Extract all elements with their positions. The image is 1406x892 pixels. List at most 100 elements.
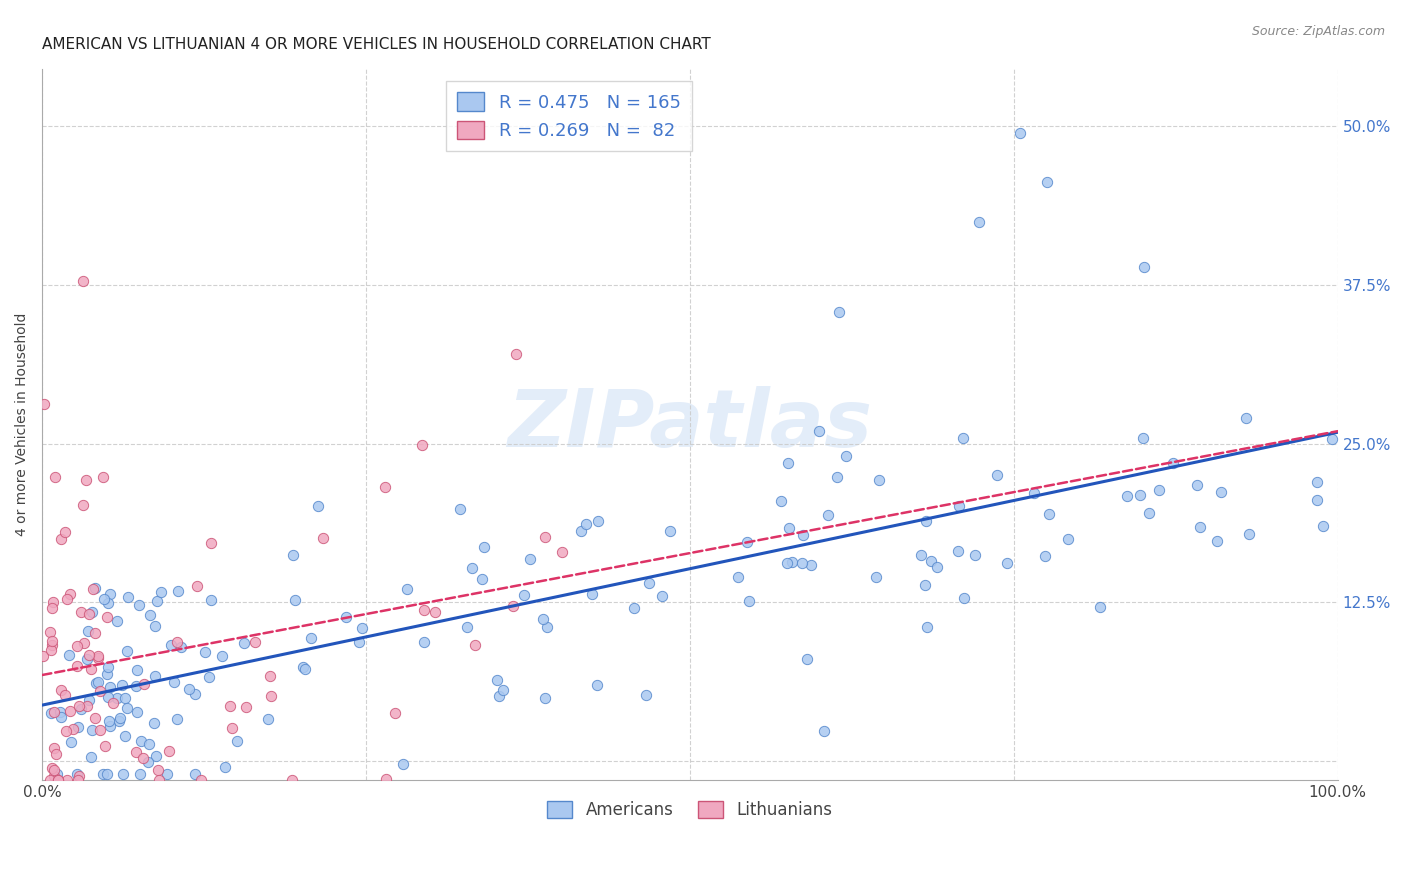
Point xyxy=(214,760,236,774)
Point xyxy=(948,499,970,513)
Point xyxy=(115,644,138,658)
Point xyxy=(986,467,1008,482)
Point xyxy=(79,648,101,662)
Point xyxy=(86,648,108,663)
Point xyxy=(108,711,131,725)
Point xyxy=(166,712,188,726)
Point xyxy=(167,584,190,599)
Point xyxy=(72,498,94,512)
Point xyxy=(67,698,90,713)
Point xyxy=(792,527,814,541)
Point xyxy=(45,747,67,761)
Point xyxy=(581,587,603,601)
Point xyxy=(335,610,357,624)
Point xyxy=(534,530,557,544)
Point xyxy=(1306,475,1329,489)
Point xyxy=(910,548,932,562)
Point xyxy=(100,680,122,694)
Point xyxy=(66,659,89,673)
Point xyxy=(53,525,76,540)
Point xyxy=(1234,411,1257,425)
Point xyxy=(42,763,65,777)
Point xyxy=(96,666,118,681)
Point xyxy=(1306,492,1329,507)
Point xyxy=(1057,533,1080,547)
Point xyxy=(200,593,222,607)
Point xyxy=(1320,432,1343,446)
Point xyxy=(94,739,117,753)
Point xyxy=(91,767,114,781)
Point xyxy=(80,750,103,764)
Point xyxy=(31,649,53,664)
Point xyxy=(623,601,645,615)
Point xyxy=(128,598,150,612)
Point xyxy=(77,607,100,622)
Point xyxy=(260,690,283,704)
Point xyxy=(146,594,169,608)
Point xyxy=(488,689,510,703)
Point xyxy=(124,745,146,759)
Point xyxy=(472,540,495,554)
Point xyxy=(163,675,186,690)
Point xyxy=(411,438,433,452)
Point xyxy=(110,678,132,692)
Point xyxy=(138,737,160,751)
Point xyxy=(1137,506,1160,520)
Point xyxy=(76,651,98,665)
Point xyxy=(194,645,217,659)
Point xyxy=(80,662,103,676)
Point xyxy=(917,620,939,634)
Point xyxy=(1132,431,1154,445)
Point xyxy=(778,521,800,535)
Point xyxy=(384,706,406,720)
Point xyxy=(952,431,974,445)
Point xyxy=(502,599,524,614)
Point xyxy=(519,552,541,566)
Point xyxy=(157,744,180,758)
Point xyxy=(235,700,257,714)
Point xyxy=(586,514,609,528)
Point xyxy=(200,536,222,550)
Point xyxy=(46,773,69,788)
Point xyxy=(45,767,67,781)
Point xyxy=(103,696,125,710)
Text: AMERICAN VS LITHUANIAN 4 OR MORE VEHICLES IN HOUSEHOLD CORRELATION CHART: AMERICAN VS LITHUANIAN 4 OR MORE VEHICLE… xyxy=(42,37,711,53)
Point xyxy=(96,610,118,624)
Point xyxy=(1129,488,1152,502)
Point xyxy=(423,606,446,620)
Point xyxy=(307,499,329,513)
Point xyxy=(96,767,118,781)
Point xyxy=(796,652,818,666)
Point xyxy=(125,680,148,694)
Point xyxy=(62,722,84,736)
Point xyxy=(49,533,72,547)
Point xyxy=(183,688,205,702)
Point xyxy=(1132,260,1154,274)
Point xyxy=(464,638,486,652)
Point xyxy=(259,668,281,682)
Point xyxy=(170,640,193,655)
Point xyxy=(83,711,105,725)
Point xyxy=(105,614,128,628)
Point xyxy=(807,424,830,438)
Point xyxy=(105,690,128,705)
Point xyxy=(1312,519,1334,533)
Point xyxy=(1024,486,1046,500)
Point xyxy=(531,612,554,626)
Point xyxy=(280,773,302,788)
Point xyxy=(143,716,166,731)
Point xyxy=(80,723,103,738)
Point xyxy=(139,607,162,622)
Point xyxy=(156,767,179,781)
Point xyxy=(1116,489,1139,503)
Point xyxy=(82,582,104,597)
Point xyxy=(114,691,136,706)
Point xyxy=(53,688,76,702)
Point xyxy=(87,651,110,665)
Point xyxy=(79,693,101,707)
Point xyxy=(347,635,370,649)
Point xyxy=(129,767,152,781)
Point xyxy=(70,702,93,716)
Point xyxy=(413,635,436,649)
Point xyxy=(995,556,1018,570)
